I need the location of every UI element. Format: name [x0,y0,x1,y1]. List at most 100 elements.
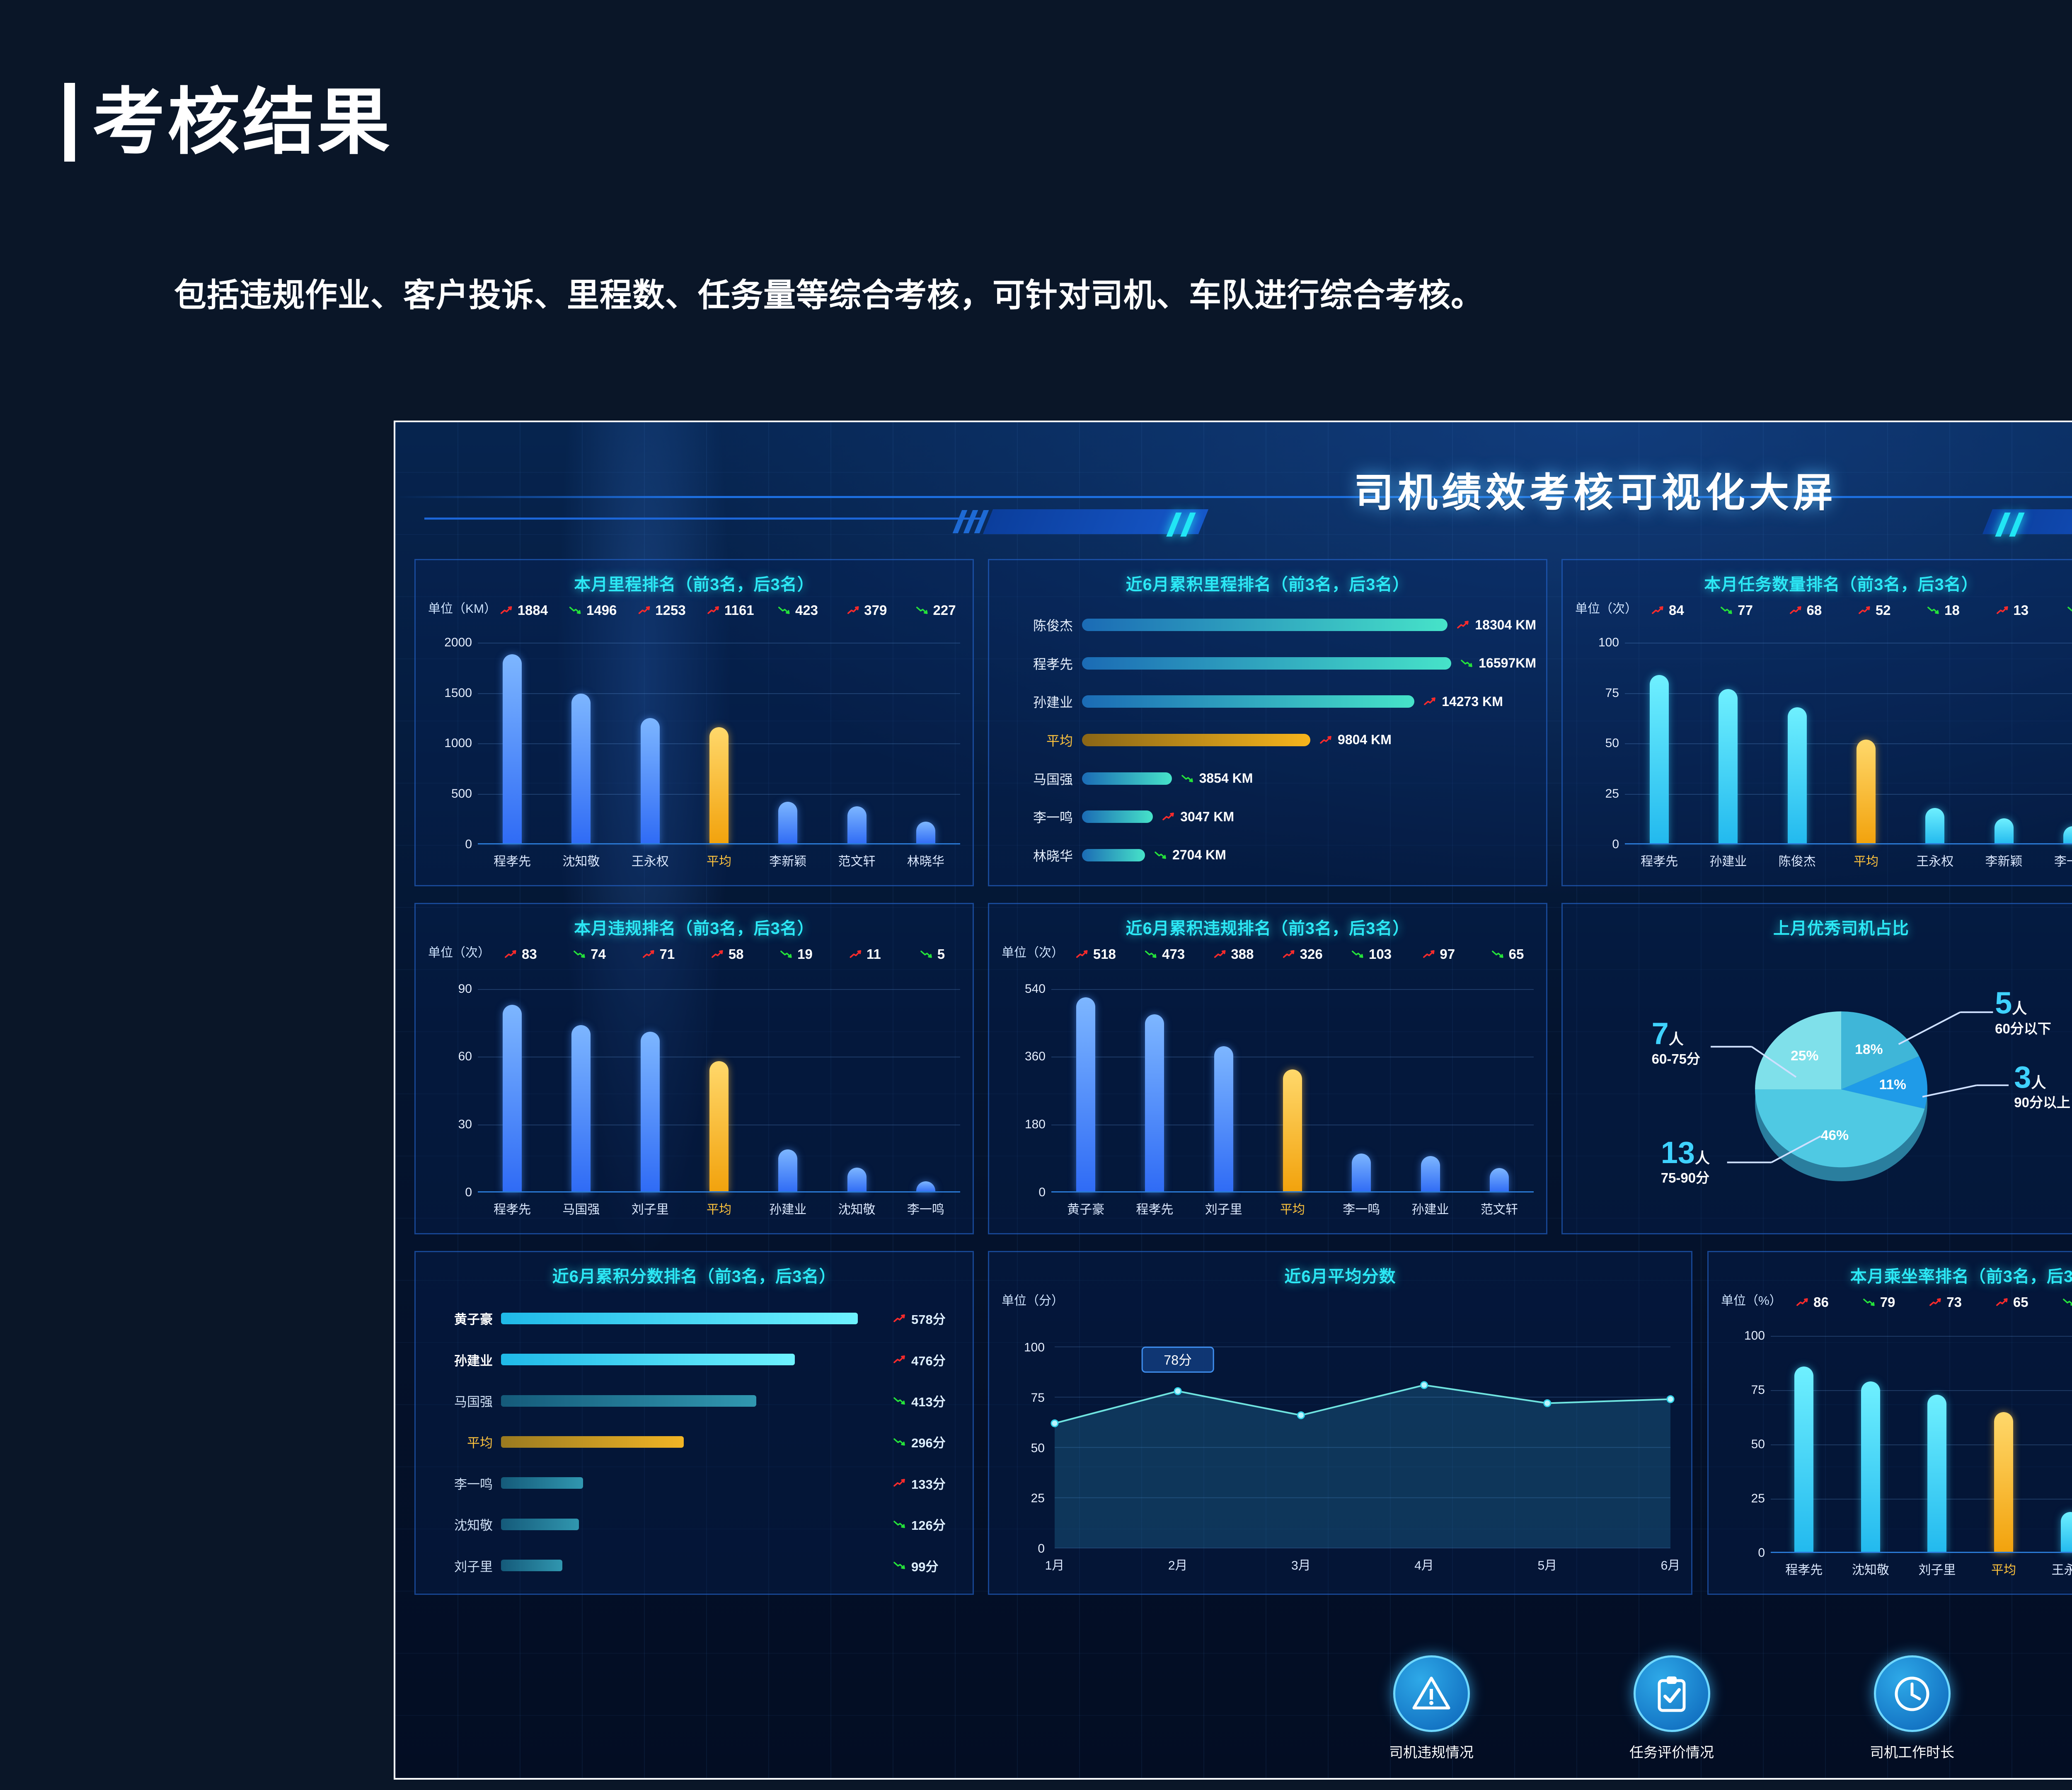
bar[interactable]: 473 [1145,946,1185,1193]
bar-row[interactable]: 林晓华 2704 KM [1003,844,1536,866]
bar[interactable] [1082,772,1172,785]
quick-action-item[interactable]: 任务评价情况 [1576,1655,1767,1761]
clipboard-check-icon[interactable] [1633,1655,1710,1732]
bar-item[interactable]: 68 [1763,602,1832,844]
bar-item[interactable]: 52 [1832,602,1900,844]
score-bar[interactable] [501,1312,858,1324]
bar-item[interactable]: 379 [822,602,891,844]
bar[interactable]: 11 [847,946,881,1193]
bar[interactable]: 58 [709,946,744,1193]
bar[interactable]: 5 [916,946,945,1193]
warning-triangle-icon[interactable] [1393,1655,1470,1732]
bar[interactable]: 1884 [500,602,548,844]
bar-item[interactable]: 65 [1970,1294,2037,1553]
bar-item[interactable]: 5 [891,946,960,1193]
bar[interactable]: 65 [1994,1294,2028,1553]
clock-icon[interactable] [1874,1655,1951,1732]
score-row[interactable]: 李一鸣 133分 [428,1473,963,1492]
bar[interactable]: 518 [1076,946,1116,1193]
bar-item[interactable]: 518 [1051,946,1120,1193]
bar-item[interactable]: 19 [2037,1299,2072,1553]
score-row[interactable]: 刘子里 99分 [428,1556,963,1575]
bar[interactable]: 84 [1650,602,1684,844]
bar-row[interactable]: 马国强 3854 KM [1003,768,1536,789]
bar-row[interactable]: 陈俊杰 18304 KM [1003,614,1536,636]
bar-row[interactable]: 孙建业 14273 KM [1003,691,1536,712]
bar-item[interactable]: 58 [685,946,753,1193]
bar-item[interactable]: 97 [1396,946,1464,1193]
bar[interactable]: 326 [1283,946,1323,1193]
bar[interactable]: 68 [1787,602,1822,844]
bar[interactable]: 423 [778,602,818,844]
bar-row[interactable]: 程孝先 16597KM [1003,653,1536,674]
bar[interactable] [1082,733,1311,746]
bar-item[interactable]: 388 [1189,946,1258,1193]
bar-item[interactable]: 83 [478,946,547,1193]
bar-item[interactable]: 473 [1120,946,1189,1193]
bar-item[interactable]: 11 [822,946,891,1193]
bar[interactable]: 1253 [638,602,686,844]
bar[interactable] [1082,657,1452,670]
bar[interactable]: 388 [1214,946,1254,1193]
quick-action-item[interactable]: 司机违规情况 [1336,1655,1527,1761]
bar[interactable]: 77 [1719,602,1753,844]
bar-item[interactable]: 71 [616,946,685,1193]
score-bar[interactable] [501,1518,579,1530]
bar[interactable]: 73 [1927,1294,1962,1553]
bar[interactable]: 65 [1489,946,1524,1193]
bar-row[interactable]: 平均 9804 KM [1003,729,1536,751]
score-bar[interactable] [501,1560,562,1572]
bar-item[interactable]: 79 [1837,1294,1904,1553]
bar[interactable]: 97 [1421,946,1455,1193]
bar[interactable]: 79 [1861,1294,1895,1553]
bar-row[interactable]: 李一鸣 3047 KM [1003,806,1536,827]
bar[interactable]: 19 [2060,1299,2072,1553]
bar[interactable]: 18 [1925,602,1960,844]
bar-item[interactable]: 18 [1900,602,1969,844]
bar-item[interactable]: 13 [1969,602,2038,844]
bar-item[interactable]: 65 [1465,946,1534,1193]
bar-item[interactable]: 77 [1694,602,1762,844]
score-row[interactable]: 马国强 413分 [428,1391,963,1410]
bar[interactable]: 379 [847,602,887,844]
bar[interactable] [1082,619,1448,631]
bar[interactable]: 74 [571,946,606,1193]
score-row[interactable]: 平均 296分 [428,1432,963,1451]
quick-action-item[interactable]: 司机工作时长 [1817,1655,2007,1761]
score-bar[interactable] [501,1477,583,1489]
bar-item[interactable]: 9 [2038,607,2072,844]
bar-item[interactable]: 1884 [478,602,548,844]
bar-item[interactable]: 103 [1327,946,1396,1193]
bar[interactable]: 86 [1794,1294,1829,1553]
bar-item[interactable]: 1496 [547,602,617,844]
bar[interactable]: 1496 [569,602,617,844]
bar-item[interactable]: 1253 [616,602,686,844]
score-bar[interactable] [501,1436,684,1448]
bar-item[interactable]: 423 [753,602,822,844]
bar[interactable]: 13 [1994,602,2028,844]
score-row[interactable]: 沈知敬 126分 [428,1515,963,1534]
bar-item[interactable]: 84 [1625,602,1694,844]
bar[interactable]: 19 [778,946,813,1193]
bar-item[interactable]: 73 [1904,1294,1970,1553]
quick-action-item[interactable]: 司机接单次数 [2057,1655,2072,1761]
bar[interactable]: 103 [1352,946,1392,1193]
bar[interactable] [1082,849,1145,861]
score-row[interactable]: 黄子豪 578分 [428,1309,963,1328]
score-bar[interactable] [501,1354,795,1366]
bar-item[interactable]: 227 [891,602,960,844]
bar-item[interactable]: 86 [1771,1294,1837,1553]
bar[interactable] [1082,810,1153,823]
bar-item[interactable]: 19 [753,946,822,1193]
bar-item[interactable]: 1161 [685,602,754,844]
bar-item[interactable]: 326 [1258,946,1327,1193]
bar[interactable]: 71 [640,946,675,1193]
score-row[interactable]: 孙建业 476分 [428,1350,963,1369]
bar[interactable]: 83 [503,946,537,1193]
bar[interactable]: 9 [2063,607,2072,844]
score-bar[interactable] [501,1395,756,1407]
bar[interactable]: 1161 [707,602,754,844]
bar[interactable]: 52 [1856,602,1891,844]
bar-item[interactable]: 74 [547,946,615,1193]
bar[interactable]: 227 [916,602,956,844]
